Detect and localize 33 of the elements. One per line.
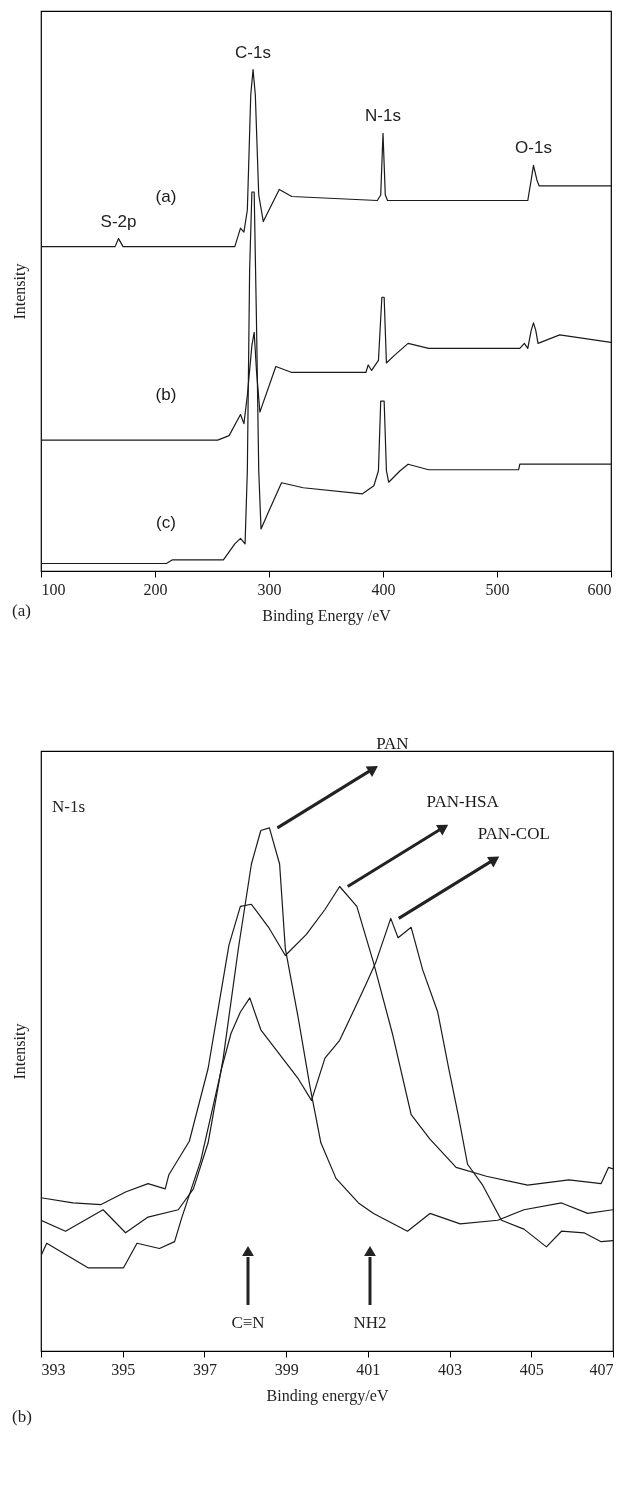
x-tick-label: 200 <box>143 580 168 598</box>
x-tick-label: 300 <box>257 580 282 598</box>
x-tick-label: 600 <box>587 580 612 598</box>
text: (b) <box>12 1407 32 1426</box>
y-axis-title: Intensity <box>10 263 29 320</box>
annotation: NH2 <box>353 1313 387 1332</box>
text: N-1s <box>52 797 86 816</box>
text: PAN-HSA <box>426 792 500 812</box>
annotation: N-1s <box>365 106 401 126</box>
x-axis-title: Binding Energy /eV <box>262 606 392 625</box>
text: (b) <box>155 385 177 405</box>
x-tick-label: 397 <box>192 1360 217 1378</box>
x-tick-label: 400 <box>371 580 396 598</box>
x-tick-label: 395 <box>111 1360 136 1378</box>
y-axis-title: Intensity <box>10 1023 29 1080</box>
legend-label: PAN-COL <box>477 824 550 844</box>
x-tick-label: 407 <box>589 1360 614 1378</box>
annotation: C≡N <box>231 1313 265 1332</box>
text: (a) <box>155 186 177 206</box>
x-tick-label: 401 <box>356 1360 381 1378</box>
x-tick-label: 405 <box>519 1360 544 1378</box>
text: PAN <box>376 733 409 753</box>
x-tick-label: 403 <box>438 1360 463 1378</box>
annotation: S-2p <box>100 211 137 231</box>
series-label: (c) <box>156 513 176 533</box>
x-axis-title: Binding energy/eV <box>266 1386 389 1405</box>
x-tick-label: 399 <box>274 1360 299 1378</box>
annotation: O-1s <box>515 138 552 158</box>
x-tick-label: 500 <box>485 580 510 598</box>
x-tick-label: 100 <box>41 580 66 598</box>
x-tick-label: 393 <box>41 1360 66 1378</box>
text: (a) <box>12 601 31 620</box>
annotation: C-1s <box>235 42 271 62</box>
